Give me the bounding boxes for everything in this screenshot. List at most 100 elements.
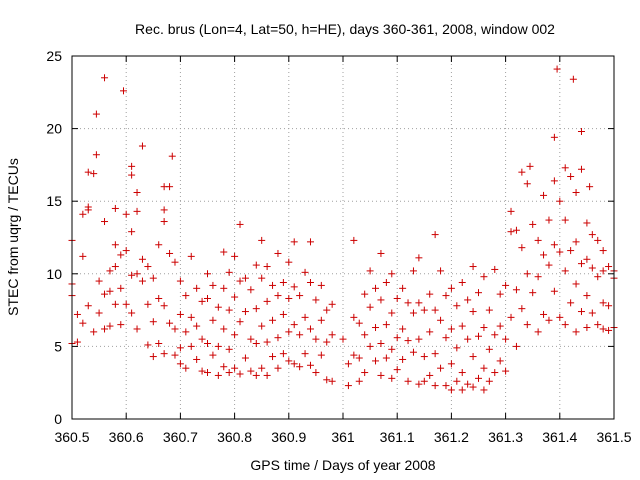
data-point	[95, 277, 103, 285]
data-point	[79, 252, 87, 260]
data-point	[204, 369, 211, 377]
data-point	[377, 296, 385, 304]
data-point	[556, 197, 564, 205]
data-point	[399, 325, 407, 333]
data-point	[588, 309, 596, 317]
data-point	[198, 367, 206, 375]
data-point	[485, 377, 493, 385]
data-point	[274, 249, 282, 257]
data-point	[393, 366, 401, 374]
data-point	[426, 371, 434, 379]
data-point	[491, 331, 499, 339]
data-point	[344, 382, 352, 390]
data-point	[166, 183, 174, 191]
data-point	[561, 216, 569, 224]
data-point	[117, 321, 125, 329]
data-point	[447, 386, 455, 394]
data-point	[569, 75, 577, 83]
data-point	[214, 303, 222, 311]
data-point	[144, 263, 152, 271]
data-point	[168, 152, 176, 160]
data-point	[561, 321, 569, 329]
data-point	[290, 321, 298, 329]
data-point	[594, 273, 602, 281]
data-point	[296, 363, 304, 371]
data-point	[447, 325, 455, 333]
data-point	[458, 386, 466, 394]
x-tick-label: 360.5	[54, 429, 89, 445]
data-point	[79, 210, 87, 218]
data-point	[534, 328, 542, 336]
x-tick-label: 361.4	[542, 429, 577, 445]
data-point	[149, 274, 157, 282]
data-point	[442, 382, 450, 390]
data-point	[550, 241, 558, 249]
data-point	[577, 165, 585, 173]
data-point	[204, 270, 211, 278]
data-point	[540, 191, 548, 199]
data-point	[231, 252, 239, 260]
data-point	[101, 74, 109, 82]
data-point	[73, 310, 81, 318]
data-point	[193, 355, 201, 363]
data-point	[523, 321, 531, 329]
data-point	[133, 325, 141, 333]
data-point	[355, 354, 363, 362]
data-point	[119, 87, 127, 95]
data-point	[306, 361, 314, 369]
y-tick-label: 10	[46, 266, 62, 282]
data-point	[361, 369, 369, 377]
data-point	[92, 110, 100, 118]
data-point	[274, 334, 282, 342]
data-point	[90, 328, 98, 336]
data-point	[128, 171, 136, 179]
data-point	[453, 377, 461, 385]
data-point	[225, 306, 233, 314]
data-point	[458, 279, 466, 287]
data-point	[377, 249, 385, 257]
data-point	[198, 335, 206, 343]
data-point	[323, 376, 331, 384]
data-point	[594, 236, 602, 244]
grid-layer	[72, 56, 614, 419]
data-point	[117, 284, 125, 292]
data-point	[84, 168, 92, 176]
data-point	[442, 334, 450, 342]
data-point	[111, 263, 119, 271]
y-axis-ticks: 0 5 10 15 20 25	[46, 48, 614, 427]
data-point	[523, 180, 531, 188]
data-point	[399, 355, 407, 363]
data-point	[84, 206, 92, 214]
data-point	[409, 267, 417, 275]
data-point	[263, 263, 271, 271]
data-point	[263, 338, 271, 346]
data-point	[111, 241, 119, 249]
data-point	[274, 292, 282, 300]
data-point	[518, 244, 526, 252]
data-point	[399, 284, 407, 292]
data-point	[328, 300, 336, 308]
data-point	[166, 249, 174, 257]
data-point	[290, 360, 298, 368]
data-point	[220, 363, 228, 371]
data-point	[393, 294, 401, 302]
data-point	[155, 241, 163, 249]
data-point	[480, 273, 488, 281]
data-point	[187, 252, 195, 260]
data-point	[296, 292, 304, 300]
x-tick-label: 361.5	[596, 429, 631, 445]
data-point	[187, 313, 195, 321]
data-point	[350, 236, 358, 244]
data-point	[258, 322, 266, 330]
data-point	[377, 371, 385, 379]
data-point	[155, 294, 163, 302]
data-point	[95, 309, 103, 317]
data-point	[144, 341, 152, 349]
data-point	[301, 350, 309, 358]
data-point	[453, 344, 461, 352]
data-point	[475, 332, 482, 340]
data-point	[176, 277, 184, 285]
data-point	[204, 294, 211, 302]
data-point	[388, 345, 396, 353]
